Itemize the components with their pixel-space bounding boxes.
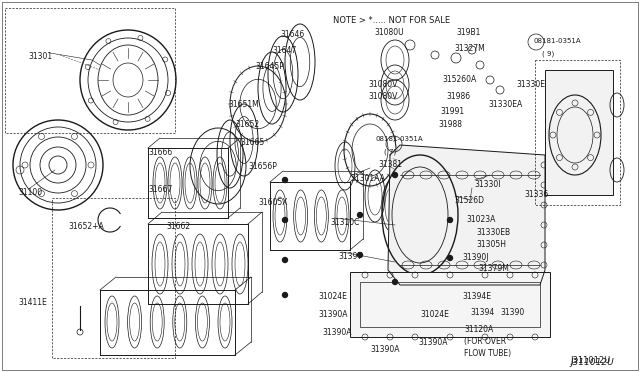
Text: 31301AA: 31301AA	[350, 174, 385, 183]
Text: 319B1: 319B1	[456, 28, 481, 37]
Text: ( 9): ( 9)	[542, 50, 554, 57]
Text: 31024E: 31024E	[420, 310, 449, 319]
Circle shape	[282, 177, 287, 183]
Text: NOTE > *..... NOT FOR SALE: NOTE > *..... NOT FOR SALE	[333, 16, 450, 25]
Circle shape	[447, 256, 452, 260]
Text: 31330E: 31330E	[516, 80, 545, 89]
Text: 31327M: 31327M	[454, 44, 484, 53]
Text: 31390: 31390	[500, 308, 524, 317]
Text: 31330I: 31330I	[474, 180, 500, 189]
Circle shape	[282, 218, 287, 222]
Text: (FOR OVER: (FOR OVER	[464, 337, 506, 346]
Text: 08181-0351A: 08181-0351A	[376, 136, 424, 142]
Text: 31330EB: 31330EB	[476, 228, 510, 237]
Text: 31411E: 31411E	[18, 298, 47, 307]
Text: 31605X: 31605X	[258, 198, 287, 207]
Polygon shape	[388, 145, 545, 285]
Text: 31080V: 31080V	[368, 92, 397, 101]
Text: 31390A: 31390A	[418, 338, 447, 347]
Text: 31080U: 31080U	[374, 28, 404, 37]
Text: 31652: 31652	[235, 120, 259, 129]
Text: 31100: 31100	[18, 188, 42, 197]
Circle shape	[358, 212, 362, 218]
Text: 31390A: 31390A	[318, 310, 348, 319]
Circle shape	[392, 279, 397, 285]
Text: ( 7): ( 7)	[384, 148, 396, 154]
Text: 31646: 31646	[280, 30, 304, 39]
Text: 31394E: 31394E	[462, 292, 491, 301]
Text: 31080V: 31080V	[368, 80, 397, 89]
Text: 31024E: 31024E	[318, 292, 347, 301]
Text: 08181-0351A: 08181-0351A	[534, 38, 582, 44]
Circle shape	[282, 292, 287, 298]
Text: 31645P: 31645P	[255, 62, 284, 71]
Text: FLOW TUBE): FLOW TUBE)	[464, 349, 511, 358]
Text: 31652+A: 31652+A	[68, 222, 104, 231]
Text: 31379M: 31379M	[478, 264, 509, 273]
Text: 31381: 31381	[378, 160, 402, 169]
Text: 31665: 31665	[240, 138, 264, 147]
Text: 31397: 31397	[338, 252, 362, 261]
Text: 31988: 31988	[438, 120, 462, 129]
Text: J311012U: J311012U	[570, 358, 614, 367]
Text: 31526D: 31526D	[454, 196, 484, 205]
Text: 31394: 31394	[470, 308, 494, 317]
Text: 31120A: 31120A	[464, 325, 493, 334]
Text: 31667: 31667	[148, 185, 172, 194]
Text: 31986: 31986	[446, 92, 470, 101]
Text: 31991: 31991	[440, 107, 464, 116]
Bar	[545, 70, 613, 195]
Circle shape	[282, 257, 287, 263]
Text: 315260A: 315260A	[442, 75, 476, 84]
Text: 31301: 31301	[28, 52, 52, 61]
Circle shape	[392, 173, 397, 177]
Text: 31390A: 31390A	[370, 345, 399, 354]
Text: 31651M: 31651M	[228, 100, 259, 109]
Text: 31305H: 31305H	[476, 240, 506, 249]
Text: 31330EA: 31330EA	[488, 100, 522, 109]
Text: 31662: 31662	[166, 222, 190, 231]
Circle shape	[358, 253, 362, 257]
Text: 31647: 31647	[272, 46, 296, 55]
Bar	[360, 282, 540, 327]
Text: 31656P: 31656P	[248, 162, 277, 171]
Text: 31336: 31336	[524, 190, 548, 199]
Text: 31310C: 31310C	[330, 218, 360, 227]
Text: 31666: 31666	[148, 148, 172, 157]
Text: J311012U: J311012U	[570, 356, 611, 365]
Circle shape	[447, 218, 452, 222]
Text: 31390J: 31390J	[462, 253, 488, 262]
Text: 31390A: 31390A	[322, 328, 351, 337]
Bar	[350, 272, 550, 337]
Text: 31023A: 31023A	[466, 215, 495, 224]
